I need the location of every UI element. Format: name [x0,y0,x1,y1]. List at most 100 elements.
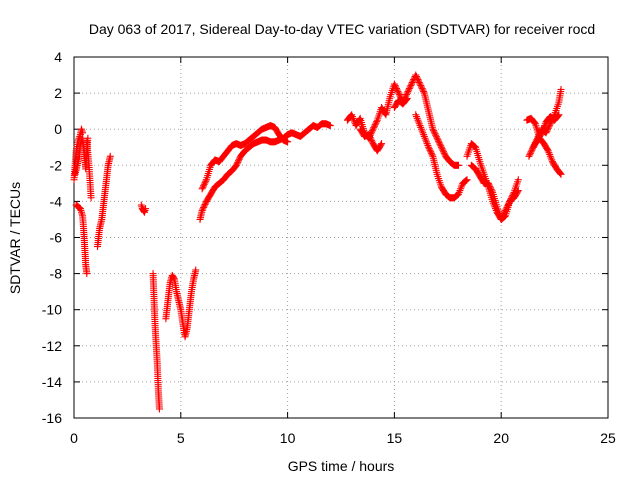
chart-title: Day 063 of 2017, Sidereal Day-to-day VTE… [89,21,595,37]
data-point-interp [501,208,509,216]
data-point-interp [394,88,402,96]
y-tick-label: 0 [54,121,62,137]
data-point-interp [543,146,551,154]
data-point-interp [415,77,423,85]
data-point [407,80,415,88]
y-tick-label: -2 [50,157,63,173]
data-point-interp [417,83,425,91]
data-point [390,80,398,88]
data-point-interp [367,135,375,143]
data-point [454,161,462,169]
y-tick-label: 2 [54,85,62,101]
data-point-interp [413,74,421,82]
data-point-interp [408,79,416,87]
data-point-interp [531,119,539,127]
data-point [514,187,522,195]
data-point [198,206,206,214]
x-tick-label: 25 [600,430,616,446]
data-point-interp [427,148,435,156]
data-point-interp [415,79,423,87]
data-point-interp [425,145,433,153]
data-point [369,125,377,133]
data-point [232,161,240,169]
data-point-interp [545,123,553,131]
data-point-interp [503,203,511,211]
data-point-interp [392,83,400,91]
data-point [514,176,522,184]
data-point-interp [487,185,495,193]
data-point-interp [498,214,506,222]
data-point [433,134,441,142]
x-tick-label: 10 [280,430,296,446]
data-point-interp [404,88,412,96]
data-point-interp [432,133,440,141]
data-point [365,131,373,139]
data-point [192,266,200,274]
data-point-interp [406,83,414,91]
y-tick-label: -4 [50,193,63,209]
data-point-interp [414,76,422,84]
data-point-interp [499,211,507,219]
data-point-interp [368,127,376,135]
data-point-interp [440,148,448,156]
data-point [326,122,334,130]
y-tick-label: -8 [50,266,63,282]
data-point [501,206,509,214]
data-point-interp [431,130,439,138]
data-point [87,194,95,202]
data-point [525,152,533,160]
data-point-interp [554,112,562,120]
data-point-interp [426,146,434,154]
data-point [555,111,563,119]
data-point-interp [485,181,493,189]
data-points [70,71,565,413]
data-point-interp [504,202,512,210]
x-axis-label: GPS time / hours [288,458,395,474]
data-point-interp [234,158,242,166]
data-point-interp [170,274,178,282]
data-point-interp [393,85,401,93]
data-point [557,170,565,178]
data-point-interp [418,85,426,93]
data-point-interp [201,179,209,187]
y-axis-label: SDTVAR / TECUs [7,182,23,294]
data-point-interp [504,200,512,208]
data-point-interp [412,73,420,81]
y-tick-label: -6 [50,230,63,246]
data-point [155,405,163,413]
data-point-interp [427,149,435,157]
data-point-interp [434,136,442,144]
data-point-interp [500,209,508,217]
data-point [437,143,445,151]
data-point [412,71,420,79]
data-point-interp [405,86,413,94]
data-point-interp [200,182,208,190]
data-point [395,89,403,97]
data-point [378,140,386,148]
x-tick-label: 0 [70,430,78,446]
data-point-interp [199,183,207,191]
data-point-interp [371,121,379,129]
data-point-interp [502,205,510,213]
data-point-interp [556,169,564,177]
data-point-interp [233,160,241,168]
data-point-interp [395,91,403,99]
data-point-interp [199,205,207,213]
data-point [284,138,292,146]
data-point-interp [462,177,470,185]
data-point-interp [370,124,378,132]
data-point [198,185,206,193]
data-point-interp [528,146,536,154]
data-point [484,179,492,187]
data-point-interp [202,177,210,185]
y-axis-tick-labels: -16 -14 -12 -10 -8 -6 -4 -2 0 2 4 [42,49,62,426]
data-point [429,125,437,133]
data-point-interp [537,130,545,138]
data-point-interp [437,142,445,150]
data-point-interp [365,132,373,140]
data-point-interp [200,203,208,211]
data-point-interp [403,95,411,103]
y-tick-label: -12 [42,338,62,354]
data-point [463,176,471,184]
